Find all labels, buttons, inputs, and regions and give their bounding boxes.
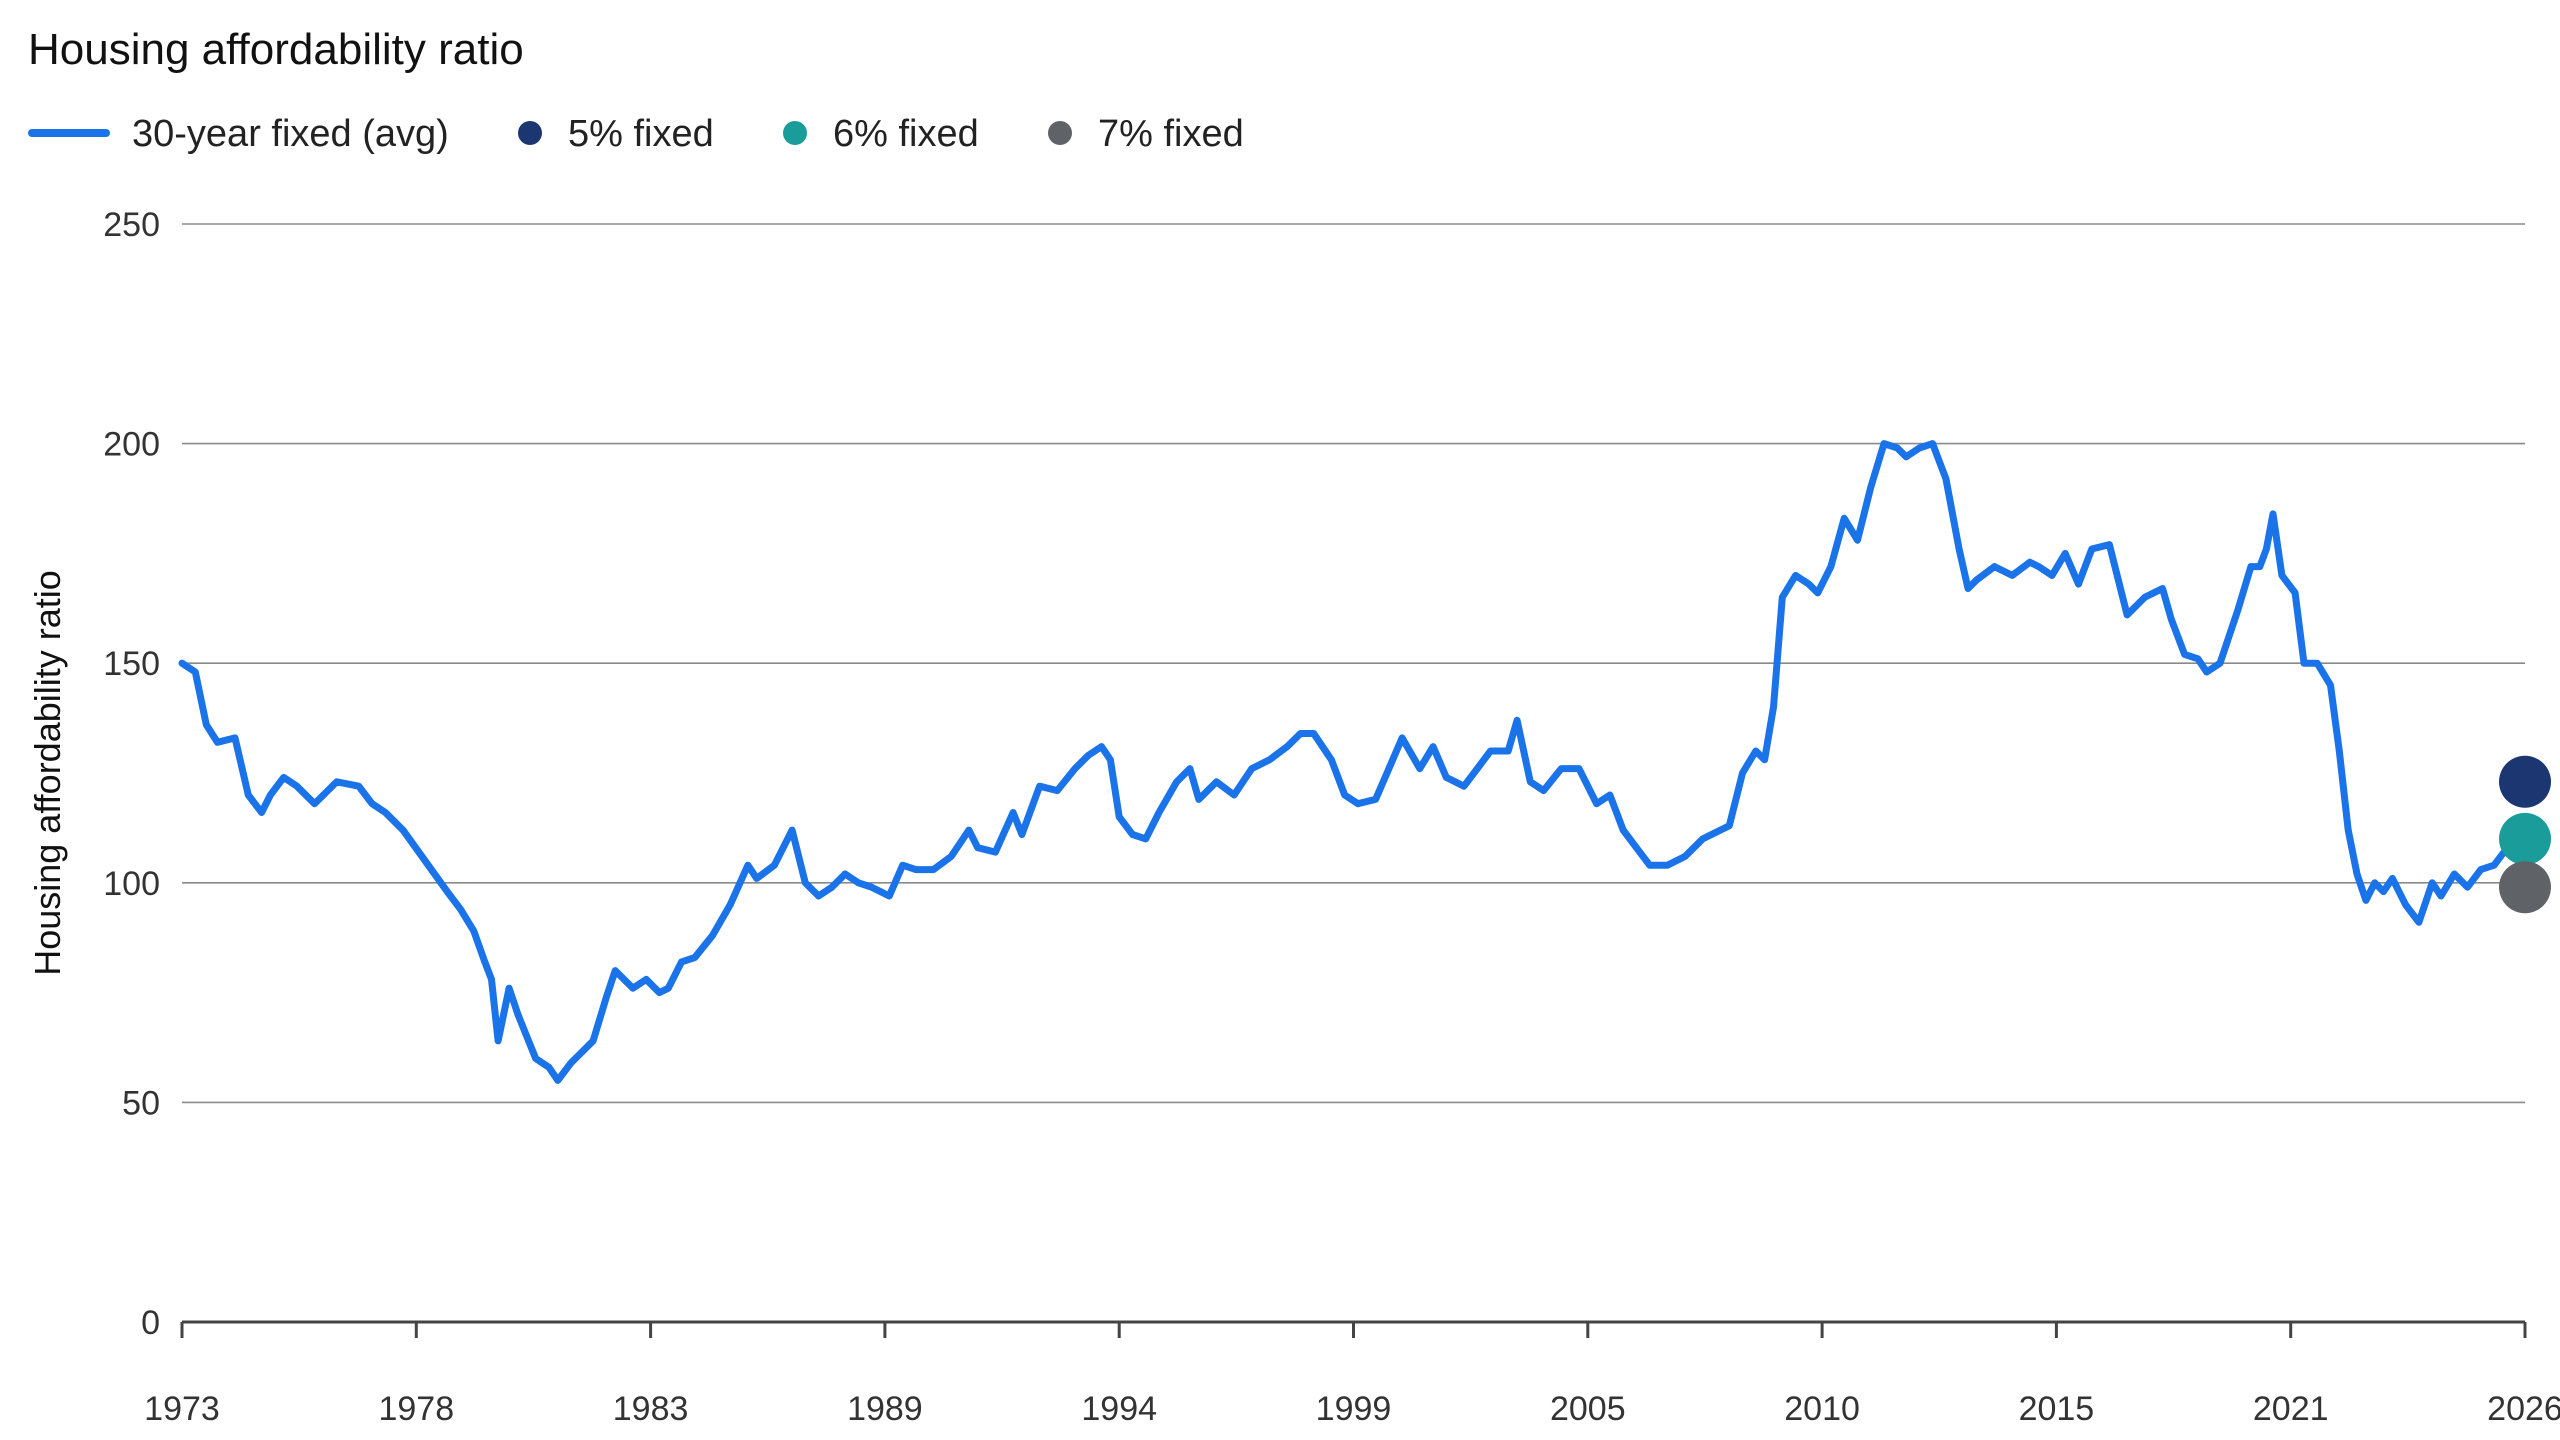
legend-swatch-five — [518, 121, 542, 145]
series-line-30-year-fixed — [178, 440, 2511, 1084]
x-tick-label-1989: 1989 — [847, 1390, 923, 1428]
y-tick-label-0: 0 — [141, 1304, 160, 1342]
x-tick-label-2005: 2005 — [1550, 1390, 1626, 1428]
y-tick-label-150: 150 — [103, 645, 160, 683]
y-axis-label: Housing affordability ratio — [27, 570, 68, 976]
x-tick-label-2010: 2010 — [1784, 1390, 1860, 1428]
x-tick-label-2015: 2015 — [2019, 1390, 2095, 1428]
legend-swatch-seven — [1048, 121, 1072, 145]
plot-area — [178, 440, 2551, 1084]
chart-title: Housing affordability ratio — [28, 25, 524, 74]
gridlines — [182, 223, 2525, 1104]
y-tick-label-200: 200 — [103, 426, 160, 464]
legend-label-series-3: 7% fixed — [1098, 113, 1244, 155]
y-tick-label-100: 100 — [103, 865, 160, 903]
legend-label-series-2: 6% fixed — [833, 113, 979, 155]
x-tick-label-1999: 1999 — [1316, 1390, 1392, 1428]
legend-label-series-0: 30-year fixed (avg) — [132, 113, 449, 155]
marker-6-percent-fixed — [2499, 812, 2551, 865]
y-tick-labels: 0 50 100 150 200 250 — [103, 206, 160, 1342]
marker-7-percent-fixed — [2499, 861, 2551, 914]
x-tick-label-1994: 1994 — [1081, 1390, 1157, 1428]
x-tick-label-1978: 1978 — [378, 1390, 454, 1428]
y-tick-label-250: 250 — [103, 206, 160, 244]
legend-swatch-six — [783, 121, 807, 145]
x-tick-label-2026: 2026 — [2487, 1390, 2560, 1428]
y-tick-label-50: 50 — [122, 1084, 160, 1122]
x-tick-label-1983: 1983 — [613, 1390, 689, 1428]
legend: 30-year fixed (avg) 5% fixed 6% fixed 7%… — [28, 113, 1244, 155]
x-axis: 1973 1978 1983 1989 1994 1999 2005 2010 2015 2021… — [144, 1320, 2560, 1428]
legend-label-series-1: 5% fixed — [568, 113, 714, 155]
marker-5-percent-fixed — [2499, 755, 2551, 808]
x-tick-label-2021: 2021 — [2253, 1390, 2329, 1428]
x-tick-label-1973: 1973 — [144, 1390, 220, 1428]
